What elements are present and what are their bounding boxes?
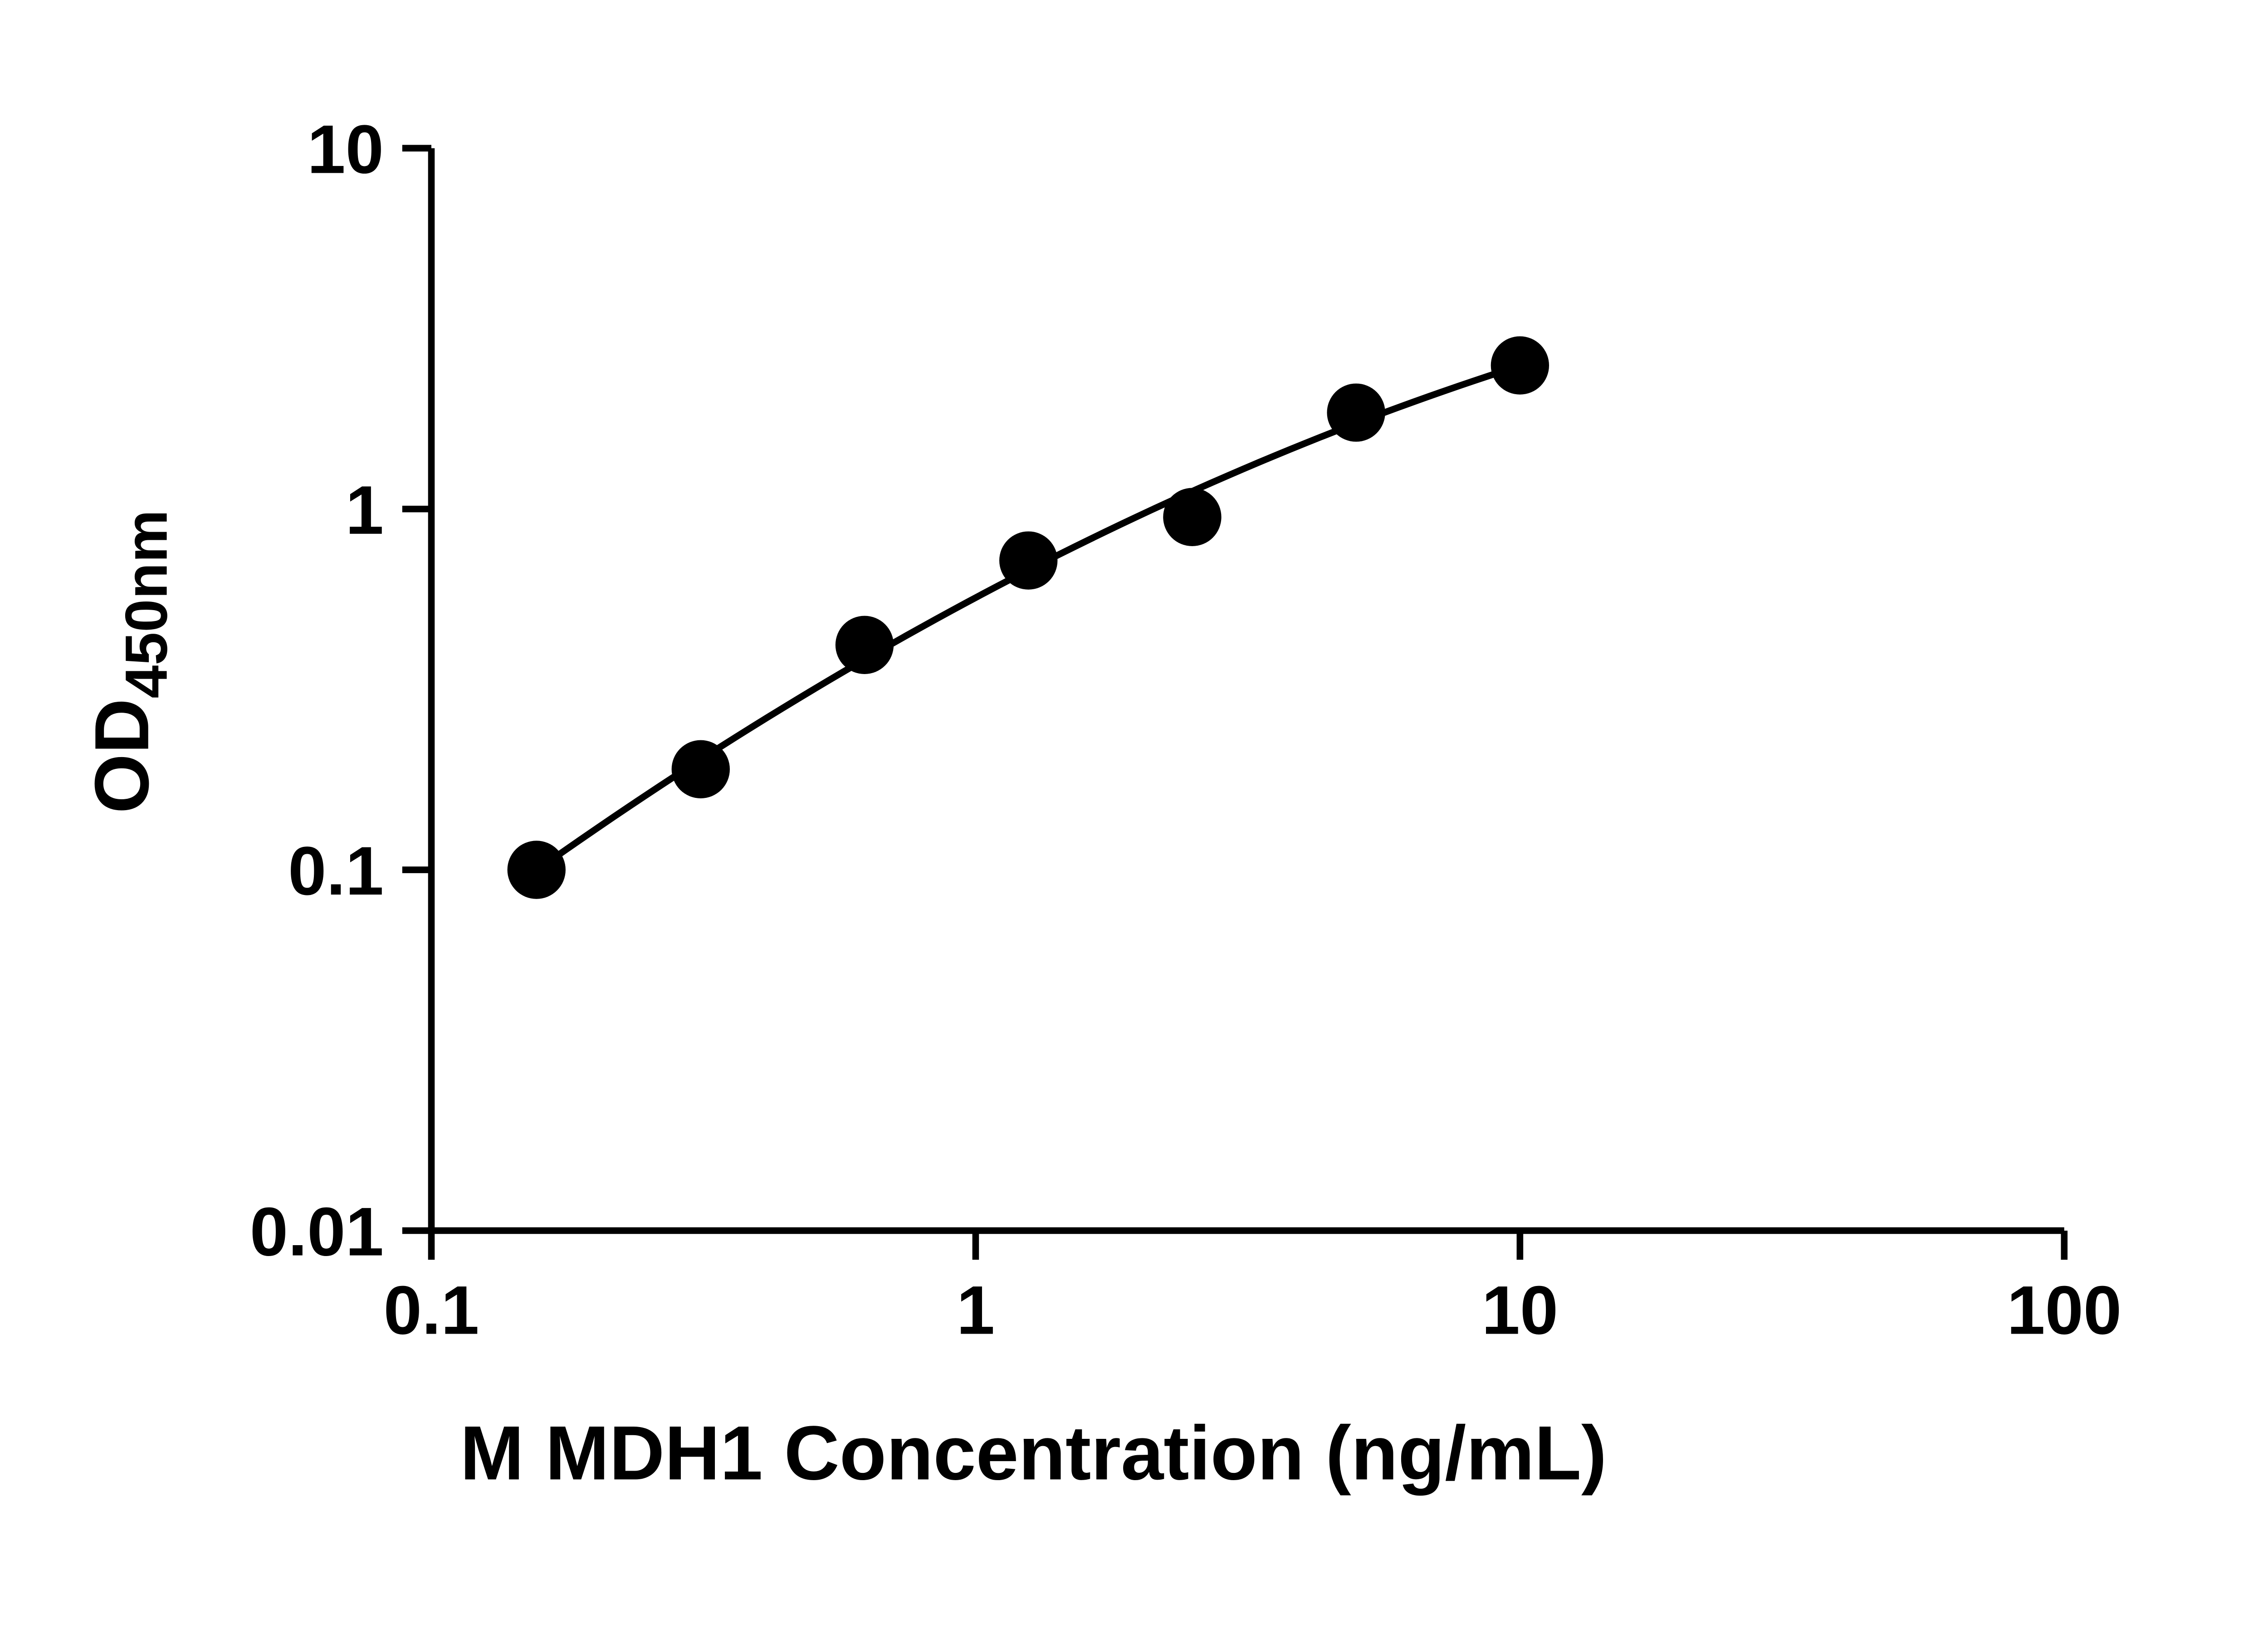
data-points [507,336,1549,899]
y-tick-label: 10 [307,111,384,188]
data-point [671,740,730,799]
x-tick-label: 0.1 [384,1272,479,1349]
data-point [835,616,894,674]
x-axis-title: M MDH1 Concentration (ng/mL) [460,1410,1607,1496]
axis-lines [428,148,2064,1234]
y-axis-title: OD450nm [79,510,180,814]
data-point [1163,488,1222,547]
y-tick-label: 1 [346,472,384,549]
y-tick-label: 0.01 [250,1194,384,1271]
x-axis-ticks: 0.1 1 10 100 [384,1230,2121,1349]
data-point [999,531,1058,590]
x-tick-label: 10 [1481,1272,1558,1349]
data-point [1327,383,1385,442]
x-tick-label: 1 [957,1272,995,1349]
data-point [1491,336,1549,395]
y-axis-title-subscript: 450nm [113,510,180,699]
y-axis-title-main: OD [79,699,165,814]
data-point [507,841,566,899]
y-tick-label: 0.1 [288,833,384,909]
y-axis-ticks: 0.01 0.1 1 10 [250,111,431,1271]
elisa-standard-curve-figure: 0.1 1 10 100 0.01 0.1 1 10 M MDH1 Concentration… [78,111,2122,1496]
fit-curve [534,362,1521,873]
x-tick-label: 100 [2007,1272,2121,1349]
